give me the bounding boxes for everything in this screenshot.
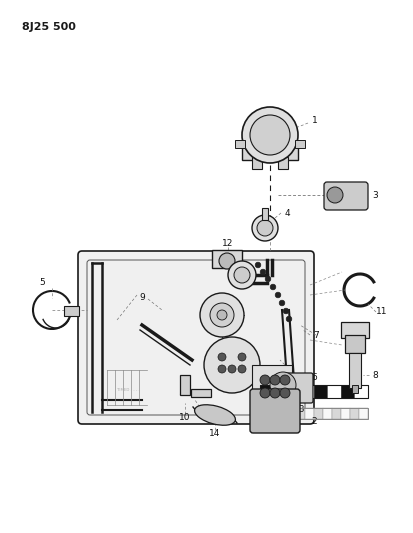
- Circle shape: [326, 187, 342, 203]
- Ellipse shape: [194, 405, 235, 425]
- Circle shape: [216, 310, 226, 320]
- Text: 8J25 500: 8J25 500: [22, 22, 76, 32]
- Circle shape: [282, 308, 288, 314]
- Text: 11: 11: [375, 308, 387, 317]
- Bar: [348, 353, 360, 388]
- Text: 6: 6: [311, 373, 316, 382]
- Bar: [277, 157, 287, 169]
- Circle shape: [228, 261, 255, 289]
- Bar: [277, 408, 286, 419]
- Text: 1: 1: [311, 116, 317, 125]
- Bar: [64, 306, 79, 316]
- Text: 10: 10: [179, 413, 190, 422]
- Text: 8: 8: [371, 370, 377, 379]
- Bar: [294, 140, 304, 148]
- Bar: [180, 375, 190, 395]
- Circle shape: [242, 107, 297, 163]
- Circle shape: [233, 267, 249, 283]
- Bar: [304, 408, 313, 419]
- Bar: [286, 385, 300, 398]
- Bar: [235, 140, 244, 148]
- Bar: [331, 408, 340, 419]
- Circle shape: [254, 262, 260, 268]
- Circle shape: [270, 284, 275, 290]
- Circle shape: [259, 388, 269, 398]
- Text: 4: 4: [283, 208, 289, 217]
- Bar: [261, 208, 267, 220]
- Circle shape: [269, 372, 295, 398]
- Bar: [211, 250, 242, 268]
- Circle shape: [265, 276, 270, 282]
- FancyBboxPatch shape: [249, 389, 299, 433]
- Text: 3: 3: [371, 190, 377, 199]
- Text: 2: 2: [311, 417, 316, 426]
- Circle shape: [218, 365, 225, 373]
- Text: 13: 13: [294, 406, 305, 415]
- Bar: [349, 408, 358, 419]
- Bar: [313, 408, 322, 419]
- Circle shape: [252, 215, 277, 241]
- Bar: [286, 408, 295, 419]
- Text: TIMED - - - -: TIMED - - - -: [117, 388, 140, 392]
- Bar: [242, 145, 297, 160]
- Circle shape: [278, 300, 284, 306]
- Circle shape: [279, 388, 289, 398]
- Bar: [344, 335, 364, 353]
- Circle shape: [237, 365, 245, 373]
- Bar: [327, 385, 340, 398]
- Bar: [322, 408, 331, 419]
- Text: 12: 12: [222, 238, 233, 247]
- Bar: [259, 408, 367, 419]
- FancyBboxPatch shape: [280, 373, 312, 403]
- Circle shape: [260, 269, 265, 275]
- Circle shape: [269, 375, 279, 385]
- Circle shape: [204, 337, 259, 393]
- Bar: [259, 385, 273, 398]
- Bar: [252, 365, 291, 395]
- Bar: [300, 385, 313, 398]
- Circle shape: [275, 292, 280, 298]
- Bar: [273, 385, 286, 398]
- Bar: [340, 385, 354, 398]
- Circle shape: [256, 220, 272, 236]
- Circle shape: [199, 293, 243, 337]
- FancyBboxPatch shape: [78, 251, 313, 424]
- Circle shape: [237, 353, 245, 361]
- Bar: [340, 408, 349, 419]
- Bar: [268, 408, 277, 419]
- Circle shape: [285, 316, 291, 322]
- Bar: [340, 322, 368, 338]
- Bar: [354, 385, 367, 398]
- Bar: [313, 385, 327, 398]
- Circle shape: [279, 375, 289, 385]
- Circle shape: [249, 115, 289, 155]
- Text: 9: 9: [139, 293, 145, 302]
- Bar: [351, 385, 357, 393]
- Circle shape: [218, 253, 235, 269]
- Text: 7: 7: [312, 330, 318, 340]
- Text: 15: 15: [268, 416, 280, 424]
- Bar: [358, 408, 367, 419]
- Bar: [190, 389, 211, 397]
- Circle shape: [228, 365, 235, 373]
- Text: 14: 14: [209, 429, 220, 438]
- Circle shape: [259, 375, 269, 385]
- Text: 5: 5: [39, 278, 45, 287]
- Circle shape: [209, 303, 233, 327]
- Bar: [259, 385, 367, 398]
- Bar: [259, 408, 268, 419]
- Circle shape: [218, 353, 225, 361]
- Bar: [252, 157, 261, 169]
- Circle shape: [269, 388, 279, 398]
- Bar: [295, 408, 304, 419]
- FancyBboxPatch shape: [323, 182, 367, 210]
